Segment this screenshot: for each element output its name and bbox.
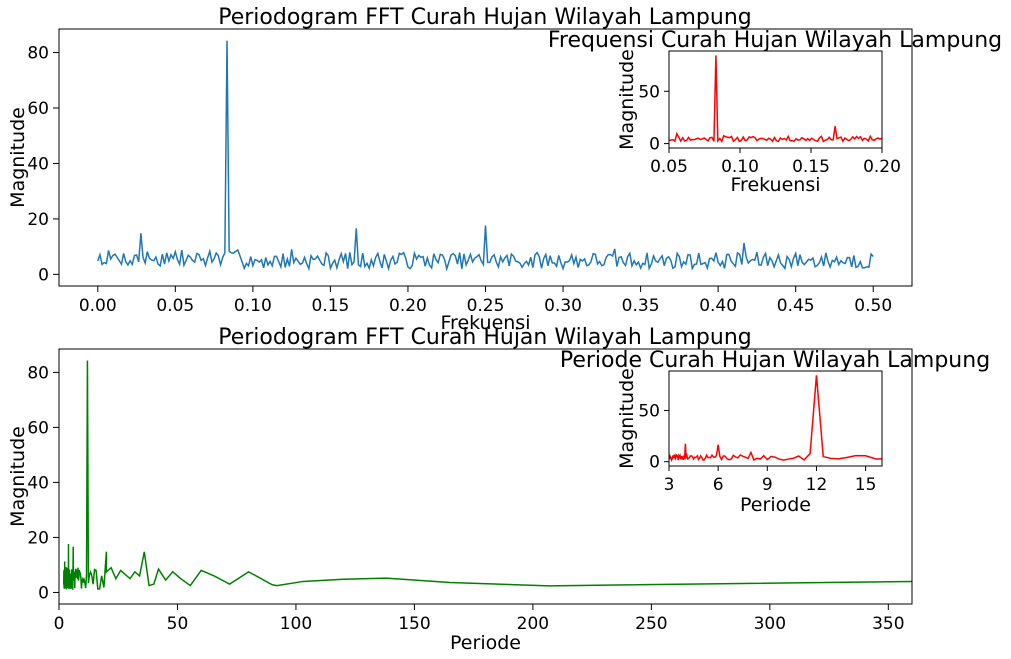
y-tick-label: 0: [649, 453, 660, 473]
x-tick-label: 200: [517, 614, 549, 634]
x-tick-label: 0.30: [544, 296, 582, 316]
x-tick-label: 50: [167, 614, 189, 634]
x-tick-label: 0.10: [721, 157, 759, 177]
x-tick-label: 0: [54, 614, 65, 634]
chart-title: Periodogram FFT Curah Hujan Wilayah Lamp…: [218, 325, 752, 350]
x-tick-label: 0.40: [699, 296, 737, 316]
y-axis-label: Magnitude: [7, 426, 29, 527]
x-tick-label: 250: [635, 614, 667, 634]
frequency-periodogram-panel: 0.00 0.05 0.10 0.15 0.20 0.25 0.30 0.35 0.40 0.45…: [7, 5, 913, 334]
x-axis-label: Periode: [740, 494, 811, 516]
x-tick-label: 0.05: [650, 157, 688, 177]
frequency-zoom-inset: 0.05 0.10 0.15 0.20 0 50 Frekuensi MagnitudeFre…: [548, 28, 1002, 196]
x-tick-label: 6: [713, 475, 724, 495]
y-axis-label: Magnitude: [616, 368, 638, 469]
x-axis-label: Frekuensi: [441, 312, 531, 334]
y-axis-label: Magnitude: [616, 49, 638, 150]
axes-frame: [58, 348, 913, 605]
x-tick-label: 9: [762, 475, 773, 495]
x-tick-label: 350: [872, 614, 904, 634]
x-tick-label: 0.10: [234, 296, 272, 316]
x-tick-label: 0.05: [156, 296, 194, 316]
series-line: [62, 360, 912, 590]
y-axis-label: Magnitude: [7, 107, 29, 208]
chart-title: Periode Curah Hujan Wilayah Lampung: [560, 348, 990, 373]
x-tick-label: 100: [280, 614, 312, 634]
x-tick-label: 150: [398, 614, 430, 634]
x-tick-label: 0.45: [777, 296, 815, 316]
x-axis-label: Periode: [450, 632, 521, 654]
series-line: [97, 40, 874, 272]
x-tick-label: 0.25: [467, 296, 505, 316]
series-line: [669, 55, 882, 143]
y-tick-label: 60: [27, 99, 49, 119]
series-line: [669, 375, 882, 463]
x-axis-label: Frekuensi: [731, 174, 821, 196]
y-tick-label: 40: [27, 473, 49, 493]
y-tick-label: 40: [27, 154, 49, 174]
x-tick-label: 0.00: [79, 296, 117, 316]
y-tick-label: 50: [638, 401, 660, 421]
chart-title: Frequensi Curah Hujan Wilayah Lampung: [548, 28, 1002, 53]
x-tick-label: 0.20: [863, 157, 901, 177]
y-tick-label: 0: [38, 583, 49, 603]
x-tick-label: 15: [855, 475, 877, 495]
x-tick-label: 0.50: [854, 296, 892, 316]
y-tick-label: 80: [27, 363, 49, 383]
y-tick-label: 80: [27, 44, 49, 64]
x-tick-label: 12: [806, 475, 828, 495]
x-tick-label: 0.20: [389, 296, 427, 316]
inset-background: [669, 371, 882, 466]
x-tick-label: 3: [664, 475, 675, 495]
chart-title: Periodogram FFT Curah Hujan Wilayah Lamp…: [218, 5, 752, 30]
y-tick-label: 20: [27, 210, 49, 230]
x-tick-label: 300: [754, 614, 786, 634]
y-tick-label: 50: [638, 82, 660, 102]
inset-background: [669, 51, 882, 148]
y-tick-label: 20: [27, 528, 49, 548]
axes-frame: [668, 50, 883, 149]
x-tick-label: 0.35: [622, 296, 660, 316]
axes-frame: [668, 370, 883, 467]
period-periodogram-panel: 0 50 100 150 200 250 300 350020406080PeriodeMag…: [7, 325, 913, 654]
x-tick-label: 0.15: [311, 296, 349, 316]
y-tick-label: 0: [38, 265, 49, 285]
x-tick-label: 0.15: [792, 157, 830, 177]
y-tick-label: 0: [649, 135, 660, 155]
y-tick-label: 60: [27, 418, 49, 438]
